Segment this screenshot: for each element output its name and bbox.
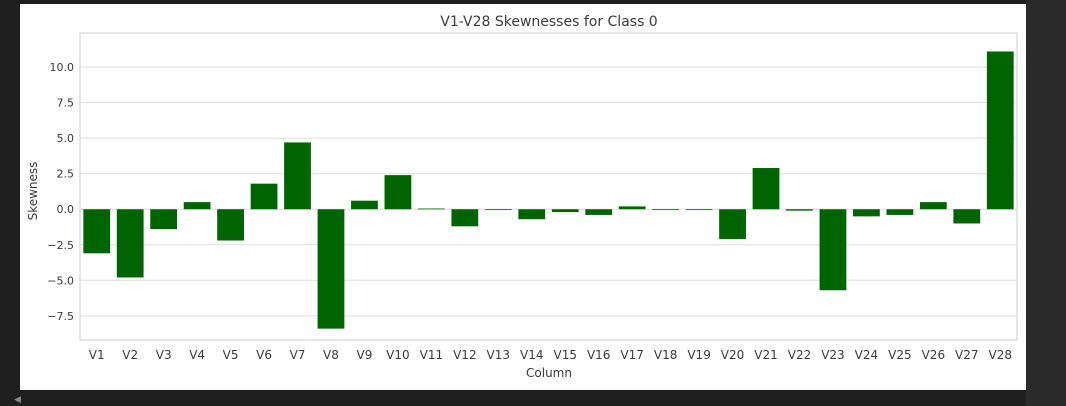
x-tick-label: V22 xyxy=(788,348,811,362)
x-tick-label: V25 xyxy=(888,348,911,362)
bar-chart: V1-V28 Skewnesses for Class 0 −7.5 −5.0 −2… xyxy=(26,14,1018,380)
x-tick-label: V3 xyxy=(156,348,172,362)
y-tick-label: −2.5 xyxy=(47,239,74,252)
bar-v15 xyxy=(551,209,579,213)
x-tick-label: V10 xyxy=(386,348,409,362)
x-tick-label: V23 xyxy=(821,348,844,362)
bar-v5 xyxy=(217,209,244,241)
x-tick-label: V9 xyxy=(357,348,373,362)
scroll-left-icon[interactable]: ◀ xyxy=(14,395,21,405)
bar-v22 xyxy=(786,209,813,211)
x-tick-label: V12 xyxy=(453,348,476,362)
bar-v27 xyxy=(953,209,981,224)
x-tick-label: V7 xyxy=(290,348,306,362)
bar-v11 xyxy=(417,208,445,210)
bar-v10 xyxy=(384,175,412,210)
bar-v20 xyxy=(719,209,746,240)
bar-v9 xyxy=(351,200,378,210)
bar-v24 xyxy=(853,209,880,217)
bar-v3 xyxy=(150,209,178,230)
bar-v13 xyxy=(484,209,512,211)
y-tick-label: 5.0 xyxy=(57,132,75,145)
bar-v6 xyxy=(250,183,278,210)
x-tick-label: V26 xyxy=(922,348,945,362)
bar-v1 xyxy=(83,209,111,254)
bar-v8 xyxy=(317,209,345,329)
x-tick-label: V21 xyxy=(754,348,777,362)
x-tick-label: V28 xyxy=(989,348,1012,362)
x-tick-label: V13 xyxy=(487,348,510,362)
y-axis-label: Skewness xyxy=(26,162,40,221)
y-tick-label: −5.0 xyxy=(47,274,74,287)
x-tick-label: V8 xyxy=(323,348,339,362)
x-tick-label: V16 xyxy=(587,348,610,362)
bar-v7 xyxy=(284,142,311,210)
bar-v2 xyxy=(116,209,144,278)
side-panel xyxy=(1026,0,1066,406)
bar-v19 xyxy=(685,209,713,211)
x-tick-label: V15 xyxy=(553,348,576,362)
x-tick-label: V6 xyxy=(256,348,272,362)
chart-figure: V1-V28 Skewnesses for Class 0 −7.5 −5.0 −2… xyxy=(20,4,1026,390)
x-tick-label: V24 xyxy=(855,348,878,362)
y-tick-label: 0.0 xyxy=(57,203,75,216)
plot-area xyxy=(79,32,1018,341)
x-tick-label: V5 xyxy=(223,348,239,362)
bar-v12 xyxy=(451,209,479,227)
x-tick-label: V20 xyxy=(721,348,744,362)
bar-v25 xyxy=(886,209,914,215)
x-tick-label: V1 xyxy=(89,348,105,362)
x-axis-label: Column xyxy=(526,366,572,380)
bar-v4 xyxy=(183,202,211,210)
bar-v18 xyxy=(652,209,680,211)
bar-v21 xyxy=(752,168,780,210)
y-tick-label: 7.5 xyxy=(57,97,75,110)
chart-title: V1-V28 Skewnesses for Class 0 xyxy=(440,14,657,30)
x-tick-labels: V1 V2 V3 V4 V5 V6 V7 V8 V9 V10 V11 V12 V13 V14 V15 V16 V… xyxy=(89,348,1012,362)
y-tick-label: 10.0 xyxy=(50,61,75,74)
y-tick-labels: −7.5 −5.0 −2.5 0.0 2.5 5.0 7.5 10.0 xyxy=(47,61,74,323)
x-tick-label: V2 xyxy=(122,348,138,362)
bars xyxy=(83,51,1014,329)
x-tick-label: V18 xyxy=(654,348,677,362)
bar-v26 xyxy=(919,202,947,210)
bar-v23 xyxy=(819,209,847,291)
y-tick-label: 2.5 xyxy=(57,168,75,181)
bar-v16 xyxy=(585,209,613,215)
y-tick-label: −7.5 xyxy=(47,310,74,323)
x-tick-label: V14 xyxy=(520,348,543,362)
x-tick-label: V27 xyxy=(955,348,978,362)
x-tick-label: V19 xyxy=(687,348,710,362)
bar-v17 xyxy=(618,206,646,210)
x-tick-label: V4 xyxy=(189,348,205,362)
bar-v14 xyxy=(518,209,546,220)
x-tick-label: V17 xyxy=(620,348,643,362)
bar-v28 xyxy=(986,51,1014,210)
x-tick-label: V11 xyxy=(420,348,443,362)
